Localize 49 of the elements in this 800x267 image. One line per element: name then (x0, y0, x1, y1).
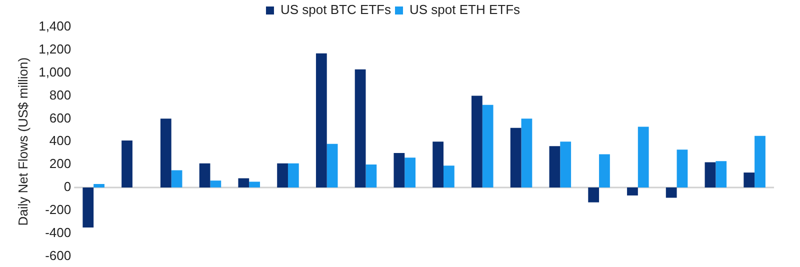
bar (549, 146, 560, 188)
y-tick-label: 800 (49, 87, 72, 102)
bar (627, 187, 638, 196)
bar (744, 172, 755, 188)
y-tick-label: 600 (49, 110, 72, 126)
bar (482, 104, 494, 188)
y-tick-label: 0 (64, 179, 72, 194)
bar (288, 163, 299, 188)
y-tick-label: -400 (45, 224, 72, 240)
bar (326, 144, 338, 188)
bar (638, 126, 649, 188)
bar (599, 154, 610, 188)
bar (432, 142, 444, 188)
bar (199, 163, 210, 188)
y-tick-label: 400 (49, 133, 72, 148)
bar (704, 162, 716, 188)
y-tick-label: 1,400 (38, 18, 72, 34)
bar (171, 170, 182, 188)
legend-label: US spot BTC ETFs (280, 2, 392, 18)
bar (277, 163, 288, 188)
bar (94, 184, 104, 188)
bar (754, 136, 766, 188)
bar (394, 153, 405, 188)
bar (316, 53, 327, 188)
bar (238, 178, 250, 188)
bar (588, 187, 600, 202)
bar (676, 150, 688, 188)
y-tick-label: 1,000 (38, 64, 72, 80)
bar (122, 140, 132, 188)
bar (560, 142, 572, 188)
legend-label: US spot ETH ETFs (410, 2, 521, 18)
bar (354, 69, 366, 188)
y-tick-label: -200 (45, 202, 72, 217)
y-axis-title: Daily Net Flows (US$ million) (15, 57, 30, 226)
bar (210, 180, 222, 188)
bar (716, 161, 727, 188)
bar (510, 128, 522, 188)
bar (666, 187, 677, 198)
bar (160, 118, 172, 188)
bar (404, 158, 416, 188)
bar (249, 182, 260, 188)
y-tick-label: 200 (49, 156, 72, 172)
bar (521, 118, 532, 188)
bar (82, 187, 94, 228)
bar (472, 96, 482, 188)
bar (444, 166, 454, 188)
y-tick-label: 1,200 (38, 42, 72, 56)
bar (366, 164, 377, 188)
y-tick-label: -600 (45, 248, 72, 263)
